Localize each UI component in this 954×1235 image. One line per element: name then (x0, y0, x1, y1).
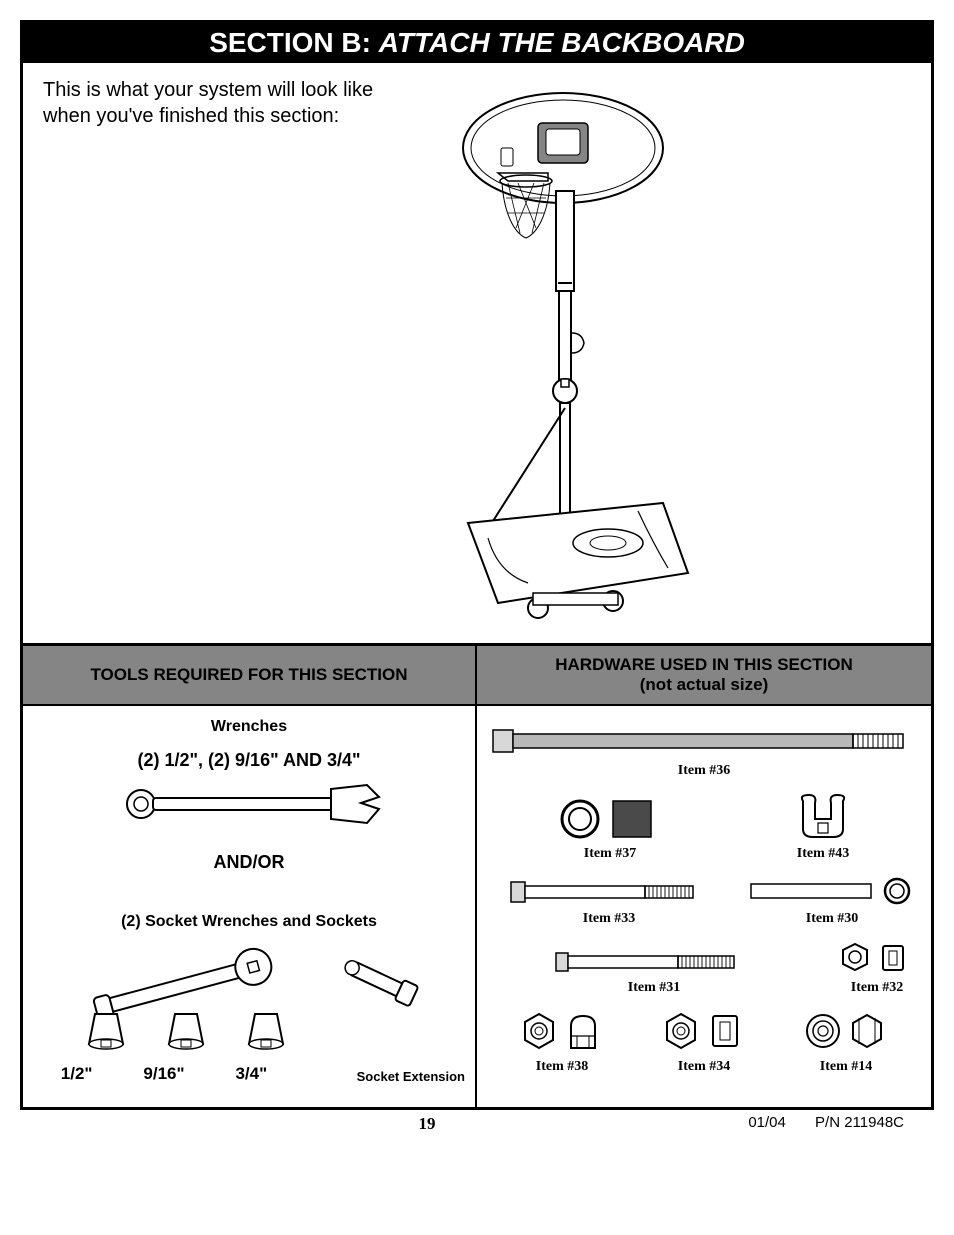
page-footer: 19 01/04 P/N 211948C (20, 1110, 934, 1134)
footer-part-number: P/N 211948C (815, 1114, 904, 1131)
hardware-body: Item #36 Item #37 (477, 706, 931, 1107)
section-title: ATTACH THE BACKBOARD (379, 27, 745, 58)
wrenches-label: Wrenches (33, 718, 465, 736)
hw-item-31: Item #31 (491, 949, 817, 996)
top-area: This is what your system will look like … (23, 63, 931, 643)
and-or-label: AND/OR (33, 852, 465, 873)
hw-label-38: Item #38 (517, 1059, 607, 1075)
nut-34-icon (659, 1010, 749, 1054)
socket-wrenches-label: (2) Socket Wrenches and Sockets (33, 913, 465, 931)
hw-label-43: Item #43 (793, 846, 853, 862)
hardware-header-line1: HARDWARE USED IN THIS SECTION (483, 655, 925, 675)
washer-spacer-icon (555, 797, 665, 841)
hw-label-36: Item #36 (491, 763, 917, 779)
hw-label-32: Item #32 (837, 980, 917, 996)
tools-hardware-row: TOOLS REQUIRED FOR THIS SECTION Wrenches… (23, 643, 931, 1107)
section-header: SECTION B: ATTACH THE BACKBOARD (23, 23, 931, 63)
bolt-31-icon (554, 949, 754, 975)
hw-label-30: Item #30 (747, 911, 917, 927)
tools-header: TOOLS REQUIRED FOR THIS SECTION (23, 646, 475, 706)
hardware-column: HARDWARE USED IN THIS SECTION (not actua… (477, 646, 931, 1107)
hw-item-38: Item #38 (517, 1010, 607, 1075)
intro-text: This is what your system will look like … (43, 77, 423, 129)
intro-line2: when you've finished this section: (43, 103, 423, 129)
socket-size-3: 3/4" (221, 1064, 281, 1084)
socket-wrench-illustration (49, 939, 449, 1059)
hw-row-33-30: Item #33 Item #30 (491, 876, 917, 927)
hw-item-32: Item #32 (837, 941, 917, 996)
hw-item-43: Item #43 (793, 793, 853, 862)
page-number: 19 (419, 1114, 436, 1134)
footer-date: 01/04 (748, 1114, 786, 1131)
hw-label-34: Item #34 (659, 1059, 749, 1075)
hw-row-38-34-14: Item #38 Item #34 (491, 1010, 917, 1075)
hw-item-37: Item #37 (555, 797, 665, 862)
page-frame: SECTION B: ATTACH THE BACKBOARD This is … (20, 20, 934, 1110)
hw-label-31: Item #31 (491, 980, 817, 996)
socket-label-text: Socket Wrenches and Sockets (145, 913, 377, 930)
spacer-30-icon (747, 876, 917, 906)
basketball-hoop-illustration (438, 73, 698, 633)
socket-size-2: 9/16" (134, 1064, 194, 1084)
socket-size-1: 1/2" (47, 1064, 107, 1084)
bolt-33-icon (509, 878, 709, 906)
hardware-header-line2: (not actual size) (483, 675, 925, 695)
tools-column: TOOLS REQUIRED FOR THIS SECTION Wrenches… (23, 646, 477, 1107)
wrench-icon (99, 779, 399, 829)
tools-header-text: TOOLS REQUIRED FOR THIS SECTION (29, 665, 469, 685)
hw-item-30: Item #30 (747, 876, 917, 927)
nut-14-icon (801, 1010, 891, 1054)
hw-row-31-32: Item #31 Item #32 (491, 941, 917, 996)
locknut-38-icon (517, 1010, 607, 1054)
wrench-sizes: (2) 1/2", (2) 9/16" AND 3/4" (33, 750, 465, 771)
section-prefix: SECTION B: (209, 27, 371, 58)
hardware-header: HARDWARE USED IN THIS SECTION (not actua… (477, 646, 931, 706)
hw-label-14: Item #14 (801, 1059, 891, 1075)
long-bolt-icon (491, 724, 911, 758)
hw-item-36: Item #36 (491, 724, 917, 779)
intro-line1: This is what your system will look like (43, 77, 423, 103)
hw-label-33: Item #33 (491, 911, 727, 927)
clip-icon (793, 793, 853, 841)
hw-item-14: Item #14 (801, 1010, 891, 1075)
hw-item-33: Item #33 (491, 878, 727, 927)
hw-item-34: Item #34 (659, 1010, 749, 1075)
hw-label-37: Item #37 (555, 846, 665, 862)
nut-32-icon (837, 941, 917, 975)
hw-row-37-43: Item #37 Item #43 (491, 793, 917, 862)
socket-count: (2) (121, 913, 141, 930)
tools-body: Wrenches (2) 1/2", (2) 9/16" AND 3/4" AN… (23, 706, 475, 1102)
socket-extension-label: Socket Extension (335, 1069, 465, 1084)
